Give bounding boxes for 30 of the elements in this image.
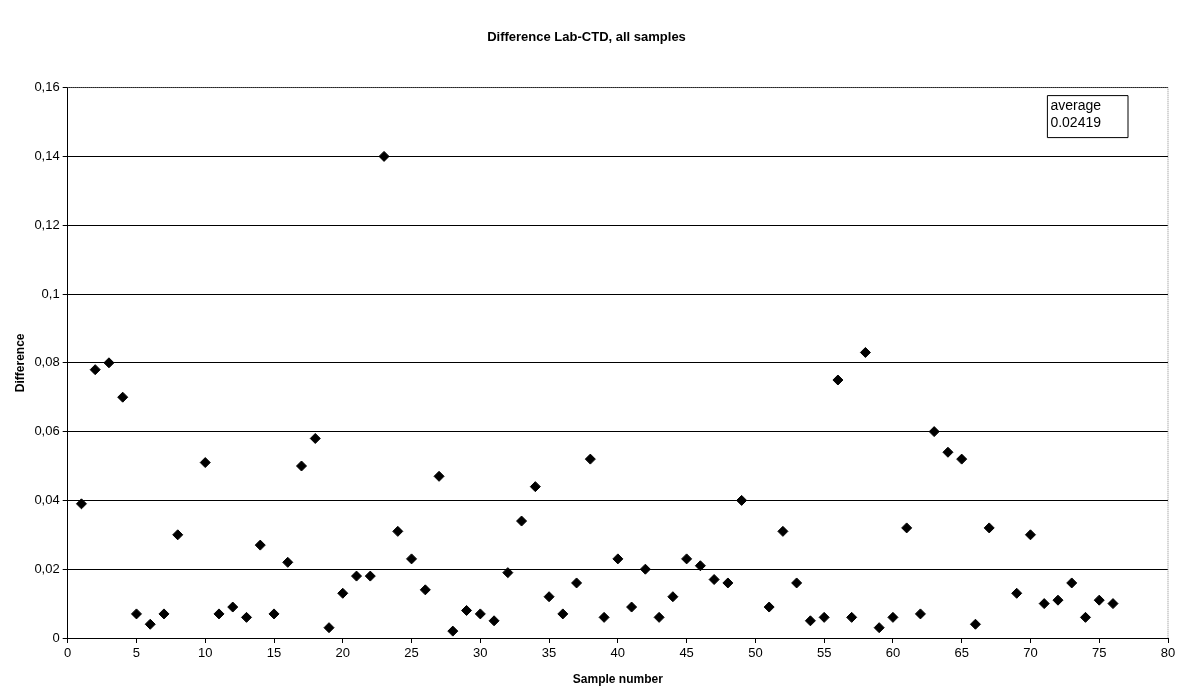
x-tick-label: 40	[610, 645, 626, 661]
y-tick-label: 0,1	[41, 285, 60, 301]
y-tick-label: 0,14	[34, 147, 60, 163]
x-tick-label: 15	[266, 645, 282, 661]
x-tick-label: 60	[885, 645, 901, 661]
x-axis-title: Sample number	[572, 672, 664, 687]
x-tick-label: 55	[816, 645, 832, 661]
x-tick-label: 0	[64, 645, 72, 661]
y-tick-label: 0,16	[34, 79, 60, 95]
x-tick-label: 5	[132, 645, 141, 661]
y-tick-label: 0,02	[34, 560, 60, 576]
x-tick-label: 10	[198, 645, 213, 661]
chart-title: Difference Lab-CTD, all samples	[487, 29, 686, 45]
y-tick-label: 0,04	[34, 491, 60, 507]
y-axis-title: Difference	[12, 333, 27, 393]
x-tick-label: 80	[1160, 645, 1176, 661]
x-tick-label: 30	[473, 645, 488, 661]
y-tick-label: 0,12	[34, 216, 60, 232]
annotation: average 0.02419	[1050, 97, 1102, 131]
x-tick-label: 70	[1023, 645, 1038, 661]
x-tick-label: 20	[335, 645, 351, 661]
y-tick-label: 0,06	[34, 423, 60, 439]
x-tick-label: 50	[748, 645, 763, 661]
y-tick-label: 0	[52, 629, 60, 645]
x-tick-label: 65	[954, 645, 969, 661]
x-tick-label: 35	[541, 645, 557, 661]
y-tick-label: 0,08	[34, 354, 60, 370]
x-tick-label: 45	[679, 645, 694, 661]
x-tick-label: 25	[404, 645, 419, 661]
x-tick-label: 75	[1092, 645, 1107, 661]
